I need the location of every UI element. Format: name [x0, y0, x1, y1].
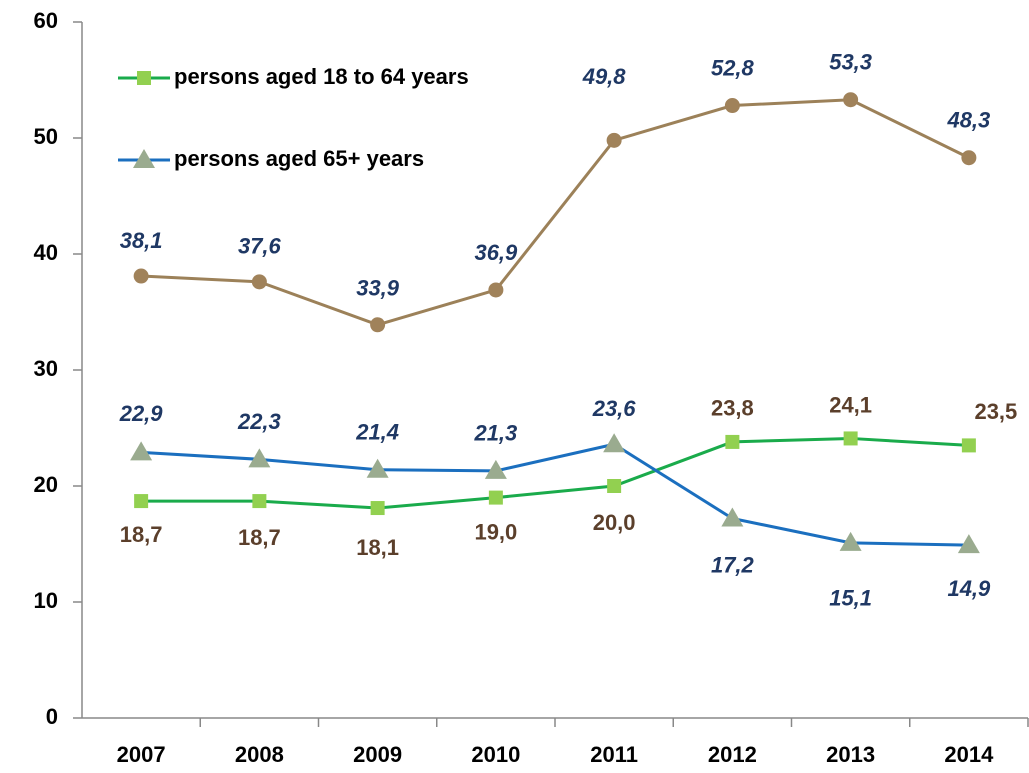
data-point: [843, 431, 858, 446]
data-point: [484, 459, 507, 479]
x-tick-label: 2011: [590, 742, 638, 767]
data-label: 48,3: [946, 108, 990, 133]
x-tick-label: 2013: [826, 742, 875, 767]
legend-label: persons aged 18 to 64 years: [174, 64, 469, 89]
data-point: [961, 150, 977, 166]
data-point: [130, 441, 153, 461]
data-point: [251, 274, 267, 290]
data-label: 23,6: [592, 396, 637, 421]
data-point: [134, 494, 149, 509]
data-point: [370, 501, 385, 516]
data-point: [133, 268, 149, 284]
data-label: 18,1: [356, 535, 399, 560]
data-point: [724, 98, 740, 114]
y-tick-label: 50: [34, 124, 58, 149]
data-point: [725, 434, 740, 449]
legend-marker: [133, 149, 155, 168]
data-label: 22,3: [237, 409, 281, 434]
series-line: [141, 442, 969, 547]
y-tick-label: 30: [34, 356, 58, 381]
data-label: 20,0: [593, 510, 636, 535]
y-tick-label: 20: [34, 472, 58, 497]
data-label: 18,7: [120, 522, 163, 547]
data-label: 37,6: [238, 234, 282, 259]
data-label: 17,2: [711, 552, 755, 577]
data-point: [603, 433, 626, 453]
data-point: [721, 507, 744, 527]
legend-marker: [137, 71, 151, 85]
data-point: [248, 448, 271, 468]
x-tick-label: 2014: [944, 742, 994, 767]
x-tick-label: 2009: [353, 742, 402, 767]
data-label: 15,1: [829, 586, 872, 611]
x-tick-label: 2008: [235, 742, 284, 767]
data-point: [957, 534, 980, 554]
data-point: [607, 479, 622, 493]
y-tick-label: 0: [46, 704, 58, 729]
y-tick-label: 40: [34, 240, 58, 265]
data-label: 21,3: [473, 421, 517, 446]
data-label: 14,9: [947, 576, 991, 601]
data-label: 33,9: [356, 276, 400, 301]
data-label: 36,9: [474, 240, 518, 265]
y-tick-label: 10: [34, 588, 58, 613]
x-tick-label: 2012: [708, 742, 757, 767]
data-point: [366, 458, 389, 478]
data-label: 18,7: [238, 525, 281, 550]
data-label: 49,8: [582, 64, 627, 89]
series-line: [141, 98, 970, 327]
data-label: 22,9: [119, 401, 164, 426]
data-label: 23,5: [974, 399, 1017, 424]
data-point: [252, 494, 267, 509]
x-tick-label: 2010: [471, 742, 520, 767]
data-label: 38,1: [120, 228, 163, 253]
data-label: 52,8: [711, 55, 755, 80]
data-point: [370, 317, 386, 333]
data-point: [488, 282, 504, 298]
data-point: [488, 490, 503, 505]
data-point: [843, 92, 859, 108]
series-line: [141, 436, 969, 510]
data-label: 19,0: [474, 519, 517, 544]
data-label: 21,4: [355, 420, 399, 445]
data-point: [606, 132, 622, 148]
legend-label: persons aged 65+ years: [174, 146, 424, 171]
y-tick-label: 60: [34, 8, 58, 33]
data-point: [961, 438, 976, 453]
data-label: 24,1: [829, 392, 872, 417]
data-label: 53,3: [829, 50, 872, 75]
data-point: [839, 531, 862, 551]
x-tick-label: 2007: [117, 742, 166, 767]
data-label: 23,8: [711, 396, 754, 421]
